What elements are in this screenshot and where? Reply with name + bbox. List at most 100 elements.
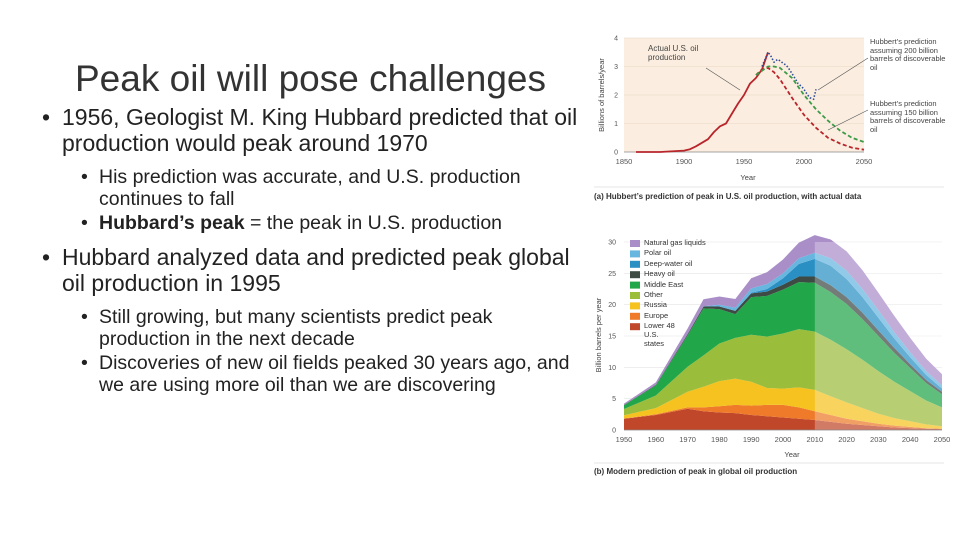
legend-entry: Other [644,290,663,299]
x-tick-label: 1980 [711,435,728,444]
legend-label: Other [644,290,663,299]
annotation-pred150: Hubbert’s prediction assuming 150 billio… [827,100,946,134]
area-europe [624,404,942,430]
legend-entry: Deep-water oil [644,258,693,268]
y-axis-label: Billion barrels per year [594,297,603,372]
x-axis-label: Year [740,173,756,182]
annotation-pred200-text: Hubbert’s prediction assuming 200 billio… [870,38,946,72]
x-tick-label: 2000 [775,435,792,444]
bullet-list: • 1956, Geologist M. King Hubbard predic… [24,104,584,406]
legend-swatch [630,281,640,289]
annotation-pred200: Hubbert’s prediction assuming 200 billio… [817,38,946,91]
legend-swatch [630,240,640,247]
area-polar-oil [624,252,942,405]
y-tick-label: 0 [614,150,618,157]
legend-swatch [630,312,640,320]
bullet-dot: • [42,244,51,270]
series-lines [636,51,865,153]
legend-swatch [630,260,640,268]
x-tick-labels: 1950 1960 1970 1980 1990 2000 2010 2020 2030 2040… [616,435,950,444]
x-tick-label: 2000 [796,157,813,166]
hubbards-peak-term: Hubbard’s peak [99,212,245,234]
bullet-dot: • [81,306,88,328]
y-tick-label: 1 [614,121,618,128]
legend-swatch [630,271,640,279]
x-tick-label: 1950 [736,157,753,166]
x-tick-label: 1850 [616,157,633,166]
x-tick-label: 1950 [616,435,633,444]
area-other [624,329,942,427]
bullet-2-sub-2-text: Discoveries of new oil fields peaked 30 … [99,352,570,396]
bullet-2-subitems: • Still growing, but many scientists pre… [24,306,584,396]
annotation-pred150-leader [827,109,869,131]
annotation-actual-leader [705,67,741,91]
x-tick-label: 2050 [856,157,873,166]
area-middle-east [624,282,942,409]
annotation-pred200-leader [817,57,869,91]
bullet-2-sub-1: • Still growing, but many scientists pre… [24,306,584,350]
legend-swatch [630,323,640,331]
x-tick-labels: 1850 1900 1950 2000 2050 [616,157,873,166]
bullet-1: • 1956, Geologist M. King Hubbard predic… [24,104,584,156]
x-tick-label: 1960 [647,435,664,444]
x-tick-label: 1900 [676,157,693,166]
bullet-2-text: Hubbard analyzed data and predicted peak… [62,244,570,296]
legend-label: Lower 48 U.S. states [644,321,675,349]
bullet-dot: • [81,166,88,188]
bullet-1-subitems: • His prediction was accurate, and U.S. … [24,166,584,234]
x-tick-label: 1970 [679,435,696,444]
legend-entry: Lower 48 U.S. states [644,321,675,349]
series-line-pred150 [755,67,865,151]
bullet-2-sub-2: • Discoveries of new oil fields peaked 3… [24,352,584,396]
bullet-dot: • [81,352,88,374]
y-tick-labels: 0 1 2 3 4 [614,36,618,157]
legend-label: Deep-water oil [644,258,693,268]
bullet-2: • Hubbard analyzed data and predicted pe… [24,244,584,296]
y-tick-label: 4 [614,36,618,43]
legend-swatch [630,250,640,258]
global-oil-production-chart: 0 5 10 15 20 25 30 1950 1960 1970 1980 1990 2000 201… [594,235,950,476]
legend-entry: Polar oil [644,248,672,258]
legend-label: Russia [644,300,667,310]
legend-label: Natural gas liquids [644,238,706,247]
legend-label: Middle East [644,279,684,289]
legend-label: Europe [644,310,669,320]
legend-swatch [630,292,640,299]
bullet-1-sub-2: • Hubbard’s peak = the peak in U.S. prod… [24,212,584,234]
forecast-shade [814,242,942,430]
legend-entry: Heavy oil [644,269,675,279]
area-natural-gas-liquids [624,235,942,405]
annotation-actual: Actual U.S. oil production [648,44,741,91]
area-russia [624,378,942,429]
y-tick-labels: 0 5 10 15 20 25 30 [608,240,616,435]
y-axis-label: Billions of barrels/year [597,58,606,132]
bullet-1-sub-1: • His prediction was accurate, and U.S. … [24,166,584,210]
series-line-pred200 [755,65,865,143]
y-tick-label: 25 [608,271,616,278]
bullet-dot: • [81,212,88,234]
slide-title: Peak oil will pose challenges [75,58,546,99]
x-tick-label: 2020 [838,435,855,444]
stacked-areas [624,235,942,430]
x-axis-label: Year [784,450,800,459]
annotation-actual-text: Actual U.S. oil production [648,44,699,62]
series-line-actual [636,52,769,153]
y-tick-label: 30 [608,240,616,247]
y-tick-label: 2 [614,93,618,100]
legend-label: Heavy oil [644,269,675,279]
legend-label: Polar oil [644,248,672,258]
chart-a-caption: (a) Hubbert’s prediction of peak in U.S.… [594,192,862,201]
legend-swatch [630,302,640,310]
y-tick-label: 5 [612,396,616,403]
bullet-1-sub-1-text: His prediction was accurate, and U.S. pr… [99,166,521,210]
legend-entry: Middle East [644,279,684,289]
bullet-dot: • [42,104,51,130]
x-tick-label: 2010 [806,435,823,444]
y-tick-label: 20 [608,302,616,309]
annotation-pred150-text: Hubbert’s prediction assuming 150 billio… [870,100,946,134]
y-tick-label: 15 [608,334,616,341]
legend-entry: Natural gas liquids [644,238,706,247]
x-tick-label: 1990 [743,435,760,444]
us-oil-production-chart: 0 1 2 3 4 1850 1900 1950 2000 2050 Billions of b… [594,36,946,201]
